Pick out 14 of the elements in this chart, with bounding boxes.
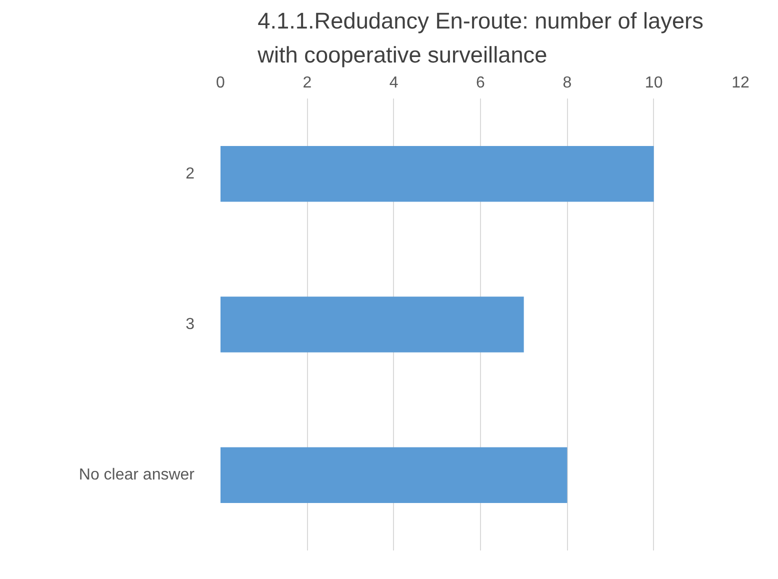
y-tick-label: 2 (186, 165, 195, 182)
x-tick-label: 2 (302, 74, 312, 92)
x-tick-label: 6 (476, 74, 486, 92)
x-tick-label: 10 (644, 74, 663, 92)
x-tick-label: 8 (562, 74, 572, 92)
x-tick-label: 12 (732, 74, 750, 92)
y-tick-label: No clear answer (78, 466, 196, 484)
x-tick-label: 0 (216, 74, 226, 92)
x-tick-label: 4 (389, 74, 398, 92)
bar (220, 447, 568, 504)
bar (220, 146, 654, 202)
bar (220, 296, 524, 352)
chart-title: 4.1.1.Redudancy En-route: number of layers with cooperative surveillance (256, 8, 704, 68)
y-tick-label: 3 (186, 316, 195, 333)
